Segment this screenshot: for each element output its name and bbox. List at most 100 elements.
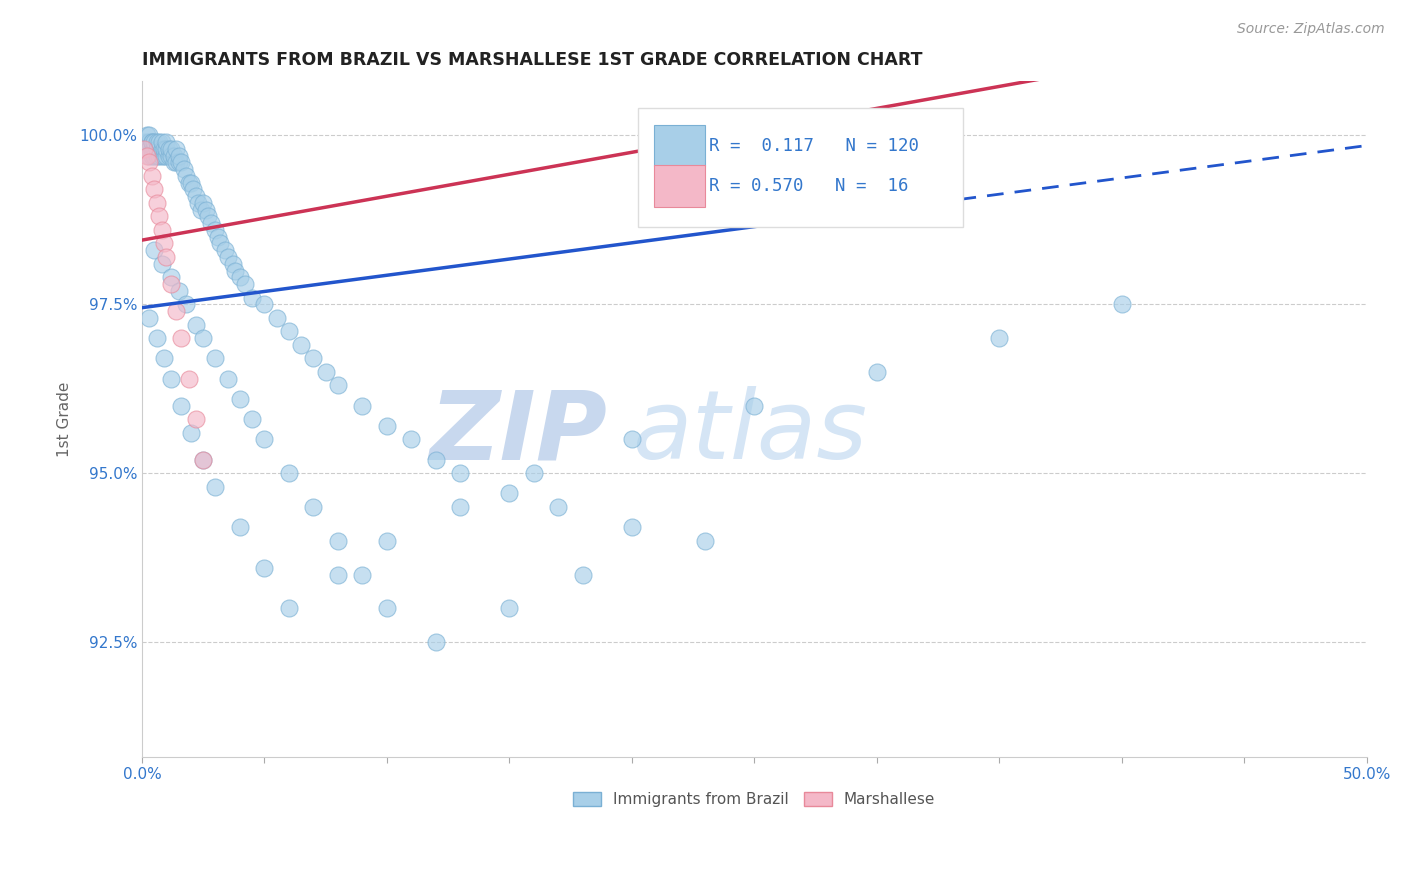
Point — [165, 142, 187, 156]
Point — [620, 520, 643, 534]
Point — [141, 149, 163, 163]
Point — [138, 149, 160, 163]
Point — [253, 433, 276, 447]
Point — [193, 196, 215, 211]
Point — [401, 433, 423, 447]
Point — [167, 284, 190, 298]
Point — [217, 371, 239, 385]
Point — [148, 210, 170, 224]
Point — [240, 412, 263, 426]
Point — [266, 310, 288, 325]
Point — [375, 418, 398, 433]
Point — [278, 466, 301, 480]
Point — [150, 149, 173, 163]
FancyBboxPatch shape — [654, 125, 706, 167]
FancyBboxPatch shape — [638, 108, 963, 227]
Point — [153, 351, 176, 366]
Point — [145, 196, 167, 211]
Point — [145, 135, 167, 149]
FancyBboxPatch shape — [654, 165, 706, 207]
Point — [167, 155, 190, 169]
Point — [155, 250, 177, 264]
Point — [157, 149, 180, 163]
Point — [135, 135, 157, 149]
Point — [204, 351, 226, 366]
Point — [145, 142, 167, 156]
Point — [193, 452, 215, 467]
Point — [157, 142, 180, 156]
Point — [138, 155, 160, 169]
Point — [229, 392, 252, 406]
Point — [200, 216, 222, 230]
Point — [148, 149, 170, 163]
Point — [170, 399, 193, 413]
Point — [148, 135, 170, 149]
Point — [160, 371, 183, 385]
Point — [375, 533, 398, 548]
Point — [134, 142, 156, 156]
Point — [278, 324, 301, 338]
Legend: Immigrants from Brazil, Marshallese: Immigrants from Brazil, Marshallese — [568, 786, 942, 814]
Point — [165, 155, 187, 169]
Point — [190, 202, 212, 217]
Point — [229, 520, 252, 534]
Point — [352, 399, 374, 413]
Point — [194, 202, 217, 217]
Point — [163, 155, 186, 169]
Point — [174, 297, 197, 311]
Point — [449, 500, 471, 514]
Point — [193, 452, 215, 467]
Point — [498, 486, 520, 500]
Point — [326, 533, 349, 548]
Point — [253, 297, 276, 311]
Point — [155, 142, 177, 156]
Point — [224, 263, 246, 277]
Point — [173, 162, 195, 177]
Point — [352, 567, 374, 582]
Point — [150, 223, 173, 237]
Point — [160, 270, 183, 285]
Point — [155, 149, 177, 163]
Point — [449, 466, 471, 480]
Point — [695, 533, 717, 548]
Point — [180, 425, 202, 440]
Point — [184, 189, 207, 203]
Point — [170, 155, 193, 169]
Point — [141, 169, 163, 183]
Text: atlas: atlas — [631, 386, 868, 479]
Text: R =  0.117   N = 120: R = 0.117 N = 120 — [709, 136, 920, 154]
Point — [153, 236, 176, 251]
Point — [165, 304, 187, 318]
Text: IMMIGRANTS FROM BRAZIL VS MARSHALLESE 1ST GRADE CORRELATION CHART: IMMIGRANTS FROM BRAZIL VS MARSHALLESE 1S… — [142, 51, 922, 69]
Point — [145, 142, 167, 156]
Point — [184, 318, 207, 332]
Point — [143, 142, 166, 156]
Point — [326, 567, 349, 582]
Point — [167, 149, 190, 163]
Point — [177, 371, 200, 385]
Point — [153, 142, 176, 156]
Point — [572, 567, 595, 582]
Point — [174, 169, 197, 183]
Point — [160, 149, 183, 163]
Point — [425, 452, 447, 467]
Point — [150, 135, 173, 149]
Y-axis label: 1st Grade: 1st Grade — [58, 382, 72, 457]
Point — [620, 433, 643, 447]
Text: Source: ZipAtlas.com: Source: ZipAtlas.com — [1237, 22, 1385, 37]
Point — [221, 257, 243, 271]
Point — [498, 601, 520, 615]
Point — [135, 128, 157, 143]
Point — [138, 135, 160, 149]
Point — [143, 244, 166, 258]
Point — [302, 500, 325, 514]
Text: R = 0.570   N =  16: R = 0.570 N = 16 — [709, 178, 908, 195]
Point — [143, 149, 166, 163]
Point — [233, 277, 256, 291]
Point — [150, 257, 173, 271]
Point — [138, 142, 160, 156]
Point — [229, 270, 252, 285]
Point — [315, 365, 337, 379]
Point — [207, 229, 229, 244]
Point — [988, 331, 1011, 345]
